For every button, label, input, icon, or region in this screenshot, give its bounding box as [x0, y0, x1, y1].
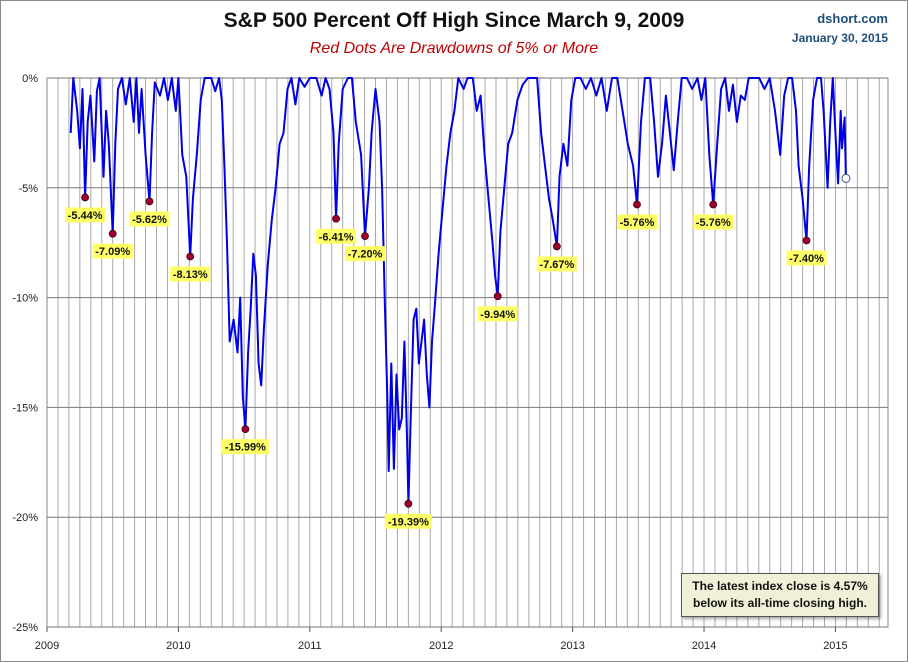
- drawdown-dot: [145, 197, 154, 206]
- x-tick-label: 2009: [35, 640, 59, 652]
- drawdown-label: -7.09%: [95, 246, 130, 258]
- drawdown-label: -5.44%: [68, 210, 103, 222]
- drawdown-label: -9.94%: [480, 309, 515, 321]
- x-tick-label: 2011: [298, 640, 322, 652]
- drawdown-label: -15.99%: [225, 442, 266, 454]
- drawdown-dot: [552, 242, 561, 251]
- drawdown-label-bg: [617, 214, 658, 230]
- drawdown-label-bg: [786, 250, 827, 266]
- drawdown-label-bg: [477, 306, 518, 322]
- drawdown-label-bg: [170, 266, 211, 282]
- drawdown-label: -19.39%: [388, 516, 429, 528]
- drawdown-label-bg: [384, 513, 432, 529]
- drawdown-dot: [241, 425, 250, 434]
- drawdown-dot: [493, 292, 502, 301]
- drawdown-label-bg: [345, 246, 386, 262]
- drawdown-label: -7.20%: [348, 249, 383, 261]
- x-tick-label: 2015: [823, 640, 847, 652]
- chart-subtitle: Red Dots Are Drawdowns of 5% or More: [309, 40, 599, 57]
- x-tick-label: 2012: [429, 640, 453, 652]
- x-tick-label: 2013: [560, 640, 584, 652]
- y-tick-label: -20%: [12, 512, 38, 524]
- drawdown-label-bg: [92, 243, 133, 259]
- drawdown-dot: [361, 232, 369, 241]
- drawdown-label-bg: [65, 207, 106, 223]
- drawdown-dot: [802, 236, 811, 245]
- y-tick-label: -5%: [18, 183, 38, 195]
- drawdown-label-bg: [129, 211, 170, 227]
- drawdown-label-bg: [693, 214, 734, 230]
- latest-close-marker: [841, 173, 851, 183]
- drawdown-label-bg: [221, 439, 269, 455]
- y-tick-label: -10%: [12, 293, 38, 305]
- drawdown-dot: [709, 200, 718, 209]
- drawdown-label: -8.13%: [173, 269, 208, 281]
- note-line-1: The latest index close is 4.57%: [692, 579, 868, 593]
- drawdown-dot: [108, 229, 117, 238]
- series-line: [69, 77, 847, 505]
- date-label: January 30, 2015: [791, 31, 888, 45]
- drawdown-label: -5.76%: [620, 217, 655, 229]
- x-tick-label: 2010: [166, 640, 190, 652]
- drawdown-dot: [186, 252, 195, 261]
- note-line-2: below its all-time closing high.: [692, 596, 868, 610]
- x-tick-label: 2014: [692, 640, 716, 652]
- y-tick-label: 0%: [22, 73, 38, 85]
- chart-title: S&P 500 Percent Off High Since March 9, …: [223, 9, 685, 32]
- drawdown-label: -5.62%: [132, 214, 167, 226]
- plot-area: [46, 77, 889, 628]
- drawdown-label: -7.40%: [789, 253, 824, 265]
- drawdown-dot: [633, 200, 641, 209]
- drawdown-label: -5.76%: [696, 217, 731, 229]
- drawdown-dot: [404, 499, 413, 508]
- y-tick-label: -25%: [12, 622, 38, 634]
- drawdown-dot: [81, 193, 90, 202]
- source-label: dshort.com: [817, 11, 888, 26]
- y-tick-label: -15%: [12, 402, 38, 414]
- drawdown-label-bg: [536, 256, 577, 272]
- drawdown-dot: [332, 214, 340, 223]
- latest-close-note: The latest index close is 4.57% below it…: [681, 573, 879, 617]
- drawdown-label: -7.67%: [539, 259, 574, 271]
- drawdown-label-bg: [316, 228, 357, 244]
- drawdown-label: -6.41%: [319, 231, 354, 243]
